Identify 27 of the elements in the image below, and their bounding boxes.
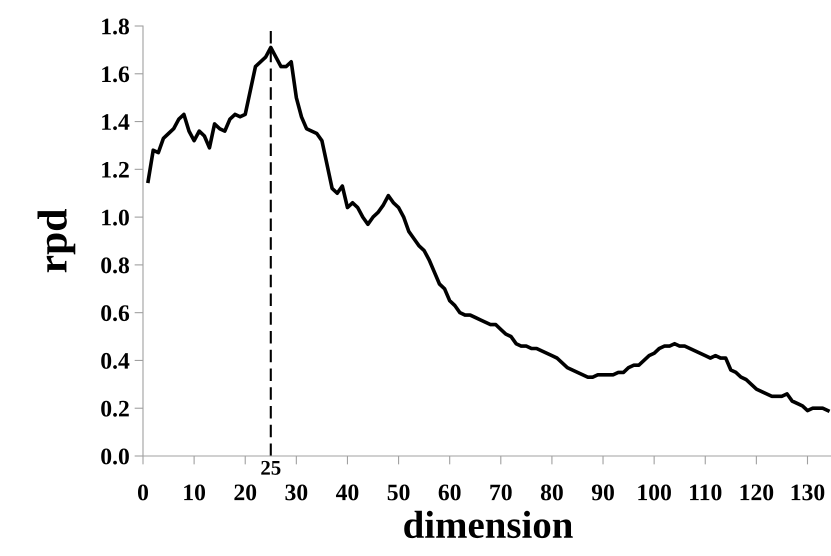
x-tick-label: 50 xyxy=(388,484,410,500)
x-tick-label: 70 xyxy=(490,484,512,500)
x-tick-label: 90 xyxy=(592,484,614,500)
y-tick-label: 1.6 xyxy=(102,66,130,82)
x-tick-label: 0 xyxy=(138,484,148,500)
y-tick-label: 0.8 xyxy=(101,257,130,274)
y-tick-label: 0.0 xyxy=(101,448,129,465)
x-tick-label: 60 xyxy=(438,484,461,500)
y-axis-title: rpd xyxy=(38,209,76,272)
x-tick-label: 120 xyxy=(740,484,774,500)
x-tick-label: 80 xyxy=(540,484,563,500)
y-tick-label: 1.8 xyxy=(102,18,130,35)
x-axis-title: dimension xyxy=(404,510,573,538)
y-tick-label: 0.6 xyxy=(101,305,130,322)
x-tick-label: 100 xyxy=(638,484,671,500)
x-tick-label: 20 xyxy=(234,484,256,500)
y-tick-label: 1.2 xyxy=(102,162,129,178)
y-tick-label: 0.4 xyxy=(101,352,130,369)
ref-line-label: 25 xyxy=(261,460,280,475)
x-tick-label: 40 xyxy=(336,484,358,500)
y-tick-label: 1.4 xyxy=(102,114,130,130)
x-tick-label: 110 xyxy=(690,484,722,500)
x-tick-label: 130 xyxy=(792,484,824,500)
y-tick-label: 1.0 xyxy=(102,210,129,226)
x-tick-label: 10 xyxy=(184,484,206,500)
x-tick-label: 30 xyxy=(285,484,308,500)
y-tick-label: 0.2 xyxy=(101,400,129,417)
